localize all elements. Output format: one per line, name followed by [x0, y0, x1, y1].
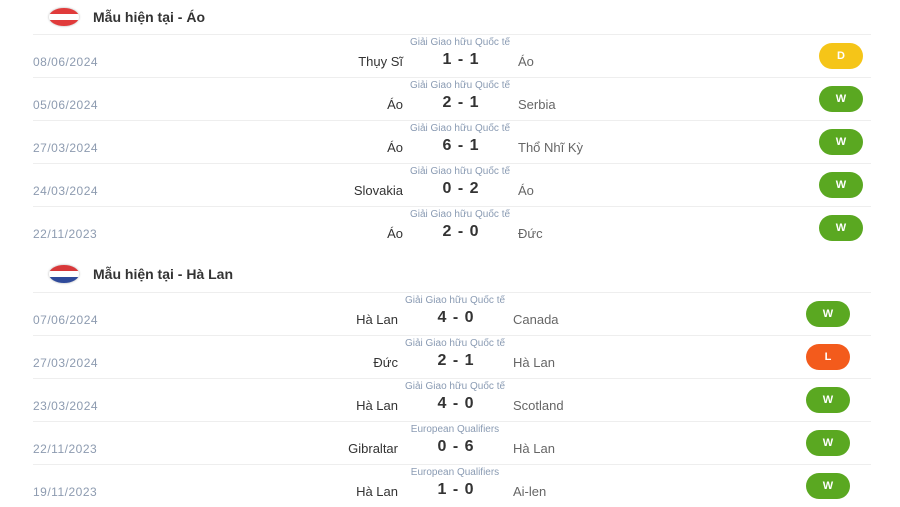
form-section-austria: Mẫu hiện tại - Áo Giải Giao hữu Quốc tế … [33, 0, 871, 249]
flag-stripe [49, 265, 79, 271]
match-row[interactable]: European Qualifiers 22/11/2023 Gibraltar… [33, 421, 871, 464]
home-team: Áo [387, 140, 403, 155]
away-team: Serbia [518, 97, 556, 112]
result-badge: W [806, 473, 850, 499]
flag-stripe [49, 277, 79, 283]
away-team: Hà Lan [513, 441, 555, 456]
form-section-netherlands: Mẫu hiện tại - Hà Lan Giải Giao hữu Quốc… [33, 256, 871, 507]
result-badge: W [806, 301, 850, 327]
match-score: 0 - 6 [437, 438, 475, 455]
match-date: 05/06/2024 [33, 98, 99, 112]
match-score: 4 - 0 [437, 309, 475, 326]
match-date: 27/03/2024 [33, 141, 99, 155]
match-date: 24/03/2024 [33, 184, 99, 198]
away-team: Ai-len [513, 484, 547, 499]
competition-name: Giải Giao hữu Quốc tế [409, 80, 511, 91]
competition-name: Giải Giao hữu Quốc tế [409, 37, 511, 48]
result-badge: W [819, 172, 863, 198]
match-score: 2 - 1 [442, 94, 480, 111]
result-badge: D [819, 43, 863, 69]
match-score: 2 - 0 [442, 223, 480, 240]
away-team: Scotland [513, 398, 564, 413]
home-team: Áo [387, 226, 403, 241]
result-badge: W [806, 430, 850, 456]
section-title: Mẫu hiện tại - Hà Lan [93, 266, 234, 282]
home-team: Hà Lan [356, 484, 398, 499]
match-score: 6 - 1 [442, 137, 480, 154]
home-team: Slovakia [353, 183, 403, 198]
away-team: Canada [513, 312, 559, 327]
flag-stripe [49, 14, 79, 20]
match-row[interactable]: Giải Giao hữu Quốc tế 27/03/2024 Đức 2 -… [33, 335, 871, 378]
home-team: Gibraltar [348, 441, 398, 456]
competition-name: European Qualifiers [410, 467, 500, 478]
match-row[interactable]: Giải Giao hữu Quốc tế 22/11/2023 Áo 2 - … [33, 206, 871, 249]
home-team: Áo [387, 97, 403, 112]
match-row[interactable]: Giải Giao hữu Quốc tế 07/06/2024 Hà Lan … [33, 292, 871, 335]
competition-name: Giải Giao hữu Quốc tế [404, 295, 506, 306]
match-row[interactable]: Giải Giao hữu Quốc tế 27/03/2024 Áo 6 - … [33, 120, 871, 163]
match-row[interactable]: Giải Giao hữu Quốc tế 08/06/2024 Thụy Sĩ… [33, 34, 871, 77]
result-badge: W [819, 86, 863, 112]
competition-name: Giải Giao hữu Quốc tế [409, 166, 511, 177]
competition-name: Giải Giao hữu Quốc tế [404, 338, 506, 349]
result-badge: L [806, 344, 850, 370]
match-score: 2 - 1 [437, 352, 475, 369]
match-date: 19/11/2023 [33, 485, 98, 499]
home-team: Thụy Sĩ [358, 54, 403, 69]
flag-stripe [49, 271, 79, 277]
match-date: 08/06/2024 [33, 55, 99, 69]
away-team: Đức [518, 226, 543, 241]
flag-icon [49, 265, 79, 283]
section-header: Mẫu hiện tại - Áo [33, 0, 871, 34]
competition-name: Giải Giao hữu Quốc tế [409, 123, 511, 134]
match-row[interactable]: European Qualifiers 19/11/2023 Hà Lan 1 … [33, 464, 871, 507]
match-row[interactable]: Giải Giao hữu Quốc tế 05/06/2024 Áo 2 - … [33, 77, 871, 120]
competition-name: European Qualifiers [410, 424, 500, 435]
result-badge: W [819, 215, 863, 241]
section-title: Mẫu hiện tại - Áo [93, 9, 205, 25]
match-date: 23/03/2024 [33, 399, 99, 413]
away-team: Thổ Nhĩ Kỳ [518, 140, 584, 155]
match-date: 07/06/2024 [33, 313, 99, 327]
flag-icon [49, 8, 79, 26]
match-date: 22/11/2023 [33, 227, 98, 241]
match-date: 27/03/2024 [33, 356, 99, 370]
home-team: Hà Lan [356, 312, 398, 327]
away-team: Áo [518, 54, 534, 69]
match-row[interactable]: Giải Giao hữu Quốc tế 23/03/2024 Hà Lan … [33, 378, 871, 421]
match-score: 1 - 1 [442, 51, 480, 68]
match-row[interactable]: Giải Giao hữu Quốc tế 24/03/2024 Slovaki… [33, 163, 871, 206]
away-team: Áo [518, 183, 534, 198]
result-badge: W [819, 129, 863, 155]
match-score: 0 - 2 [442, 180, 480, 197]
match-date: 22/11/2023 [33, 442, 98, 456]
away-team: Hà Lan [513, 355, 555, 370]
competition-name: Giải Giao hữu Quốc tế [404, 381, 506, 392]
section-header: Mẫu hiện tại - Hà Lan [33, 256, 871, 292]
match-score: 4 - 0 [437, 395, 475, 412]
match-score: 1 - 0 [437, 481, 475, 498]
flag-stripe [49, 20, 79, 26]
flag-stripe [49, 8, 79, 14]
result-badge: W [806, 387, 850, 413]
home-team: Đức [373, 355, 398, 370]
home-team: Hà Lan [356, 398, 398, 413]
competition-name: Giải Giao hữu Quốc tế [409, 209, 511, 220]
